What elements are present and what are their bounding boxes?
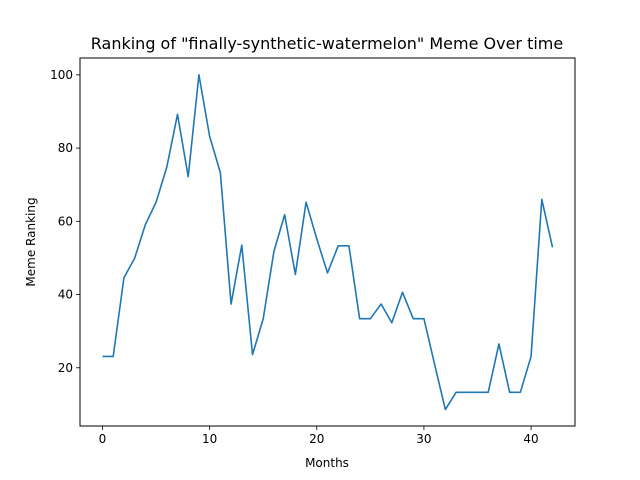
data-point xyxy=(273,250,275,252)
data-point xyxy=(326,272,328,274)
data-point xyxy=(208,135,210,137)
data-point xyxy=(541,198,543,200)
data-point xyxy=(283,214,285,216)
y-tick-label: 80 xyxy=(58,141,73,155)
data-point xyxy=(423,318,425,320)
data-point xyxy=(498,343,500,345)
data-point xyxy=(112,355,114,357)
y-tick-label: 60 xyxy=(58,214,73,228)
data-point xyxy=(316,238,318,240)
series-line xyxy=(102,74,554,411)
x-axis-label: Months xyxy=(305,456,349,470)
data-point xyxy=(369,318,371,320)
data-point xyxy=(251,353,253,355)
data-point xyxy=(123,277,125,279)
data-point xyxy=(433,363,435,365)
data-point xyxy=(358,318,360,320)
data-point xyxy=(401,291,403,293)
data-point xyxy=(219,171,221,173)
x-tick-label: 10 xyxy=(202,432,217,446)
x-axis: 0 10 20 30 40 xyxy=(99,426,539,446)
data-point xyxy=(133,257,135,259)
x-tick-label: 40 xyxy=(523,432,538,446)
data-point xyxy=(455,391,457,393)
data-point xyxy=(187,175,189,177)
data-point xyxy=(519,391,521,393)
data-point xyxy=(176,113,178,115)
data-point xyxy=(466,391,468,393)
data-point xyxy=(348,245,350,247)
y-tick-label: 100 xyxy=(50,68,73,82)
data-point xyxy=(166,166,168,168)
x-tick-label: 20 xyxy=(309,432,324,446)
data-point xyxy=(551,246,553,248)
data-point xyxy=(508,391,510,393)
plot-frame xyxy=(79,57,576,427)
x-tick-label: 30 xyxy=(416,432,431,446)
data-point xyxy=(144,223,146,225)
y-axis-label: Meme Ranking xyxy=(24,197,38,286)
data-point xyxy=(241,244,243,246)
data-point xyxy=(262,318,264,320)
data-point xyxy=(476,391,478,393)
data-point xyxy=(198,74,200,76)
data-point xyxy=(155,201,157,203)
data-point xyxy=(337,245,339,247)
data-point xyxy=(294,273,296,275)
data-point xyxy=(391,322,393,324)
data-point xyxy=(530,355,532,357)
y-tick-label: 20 xyxy=(58,361,73,375)
chart-title: Ranking of "finally-synthetic-watermelon… xyxy=(91,34,563,53)
data-point xyxy=(101,355,103,357)
data-point xyxy=(380,303,382,305)
data-point xyxy=(444,408,446,410)
plot-area xyxy=(101,74,554,411)
y-tick-label: 40 xyxy=(58,288,73,302)
data-point xyxy=(230,303,232,305)
y-axis: 20 40 60 80 100 xyxy=(50,68,80,375)
x-tick-label: 0 xyxy=(99,432,107,446)
data-point xyxy=(487,391,489,393)
data-point xyxy=(412,318,414,320)
data-point xyxy=(305,201,307,203)
